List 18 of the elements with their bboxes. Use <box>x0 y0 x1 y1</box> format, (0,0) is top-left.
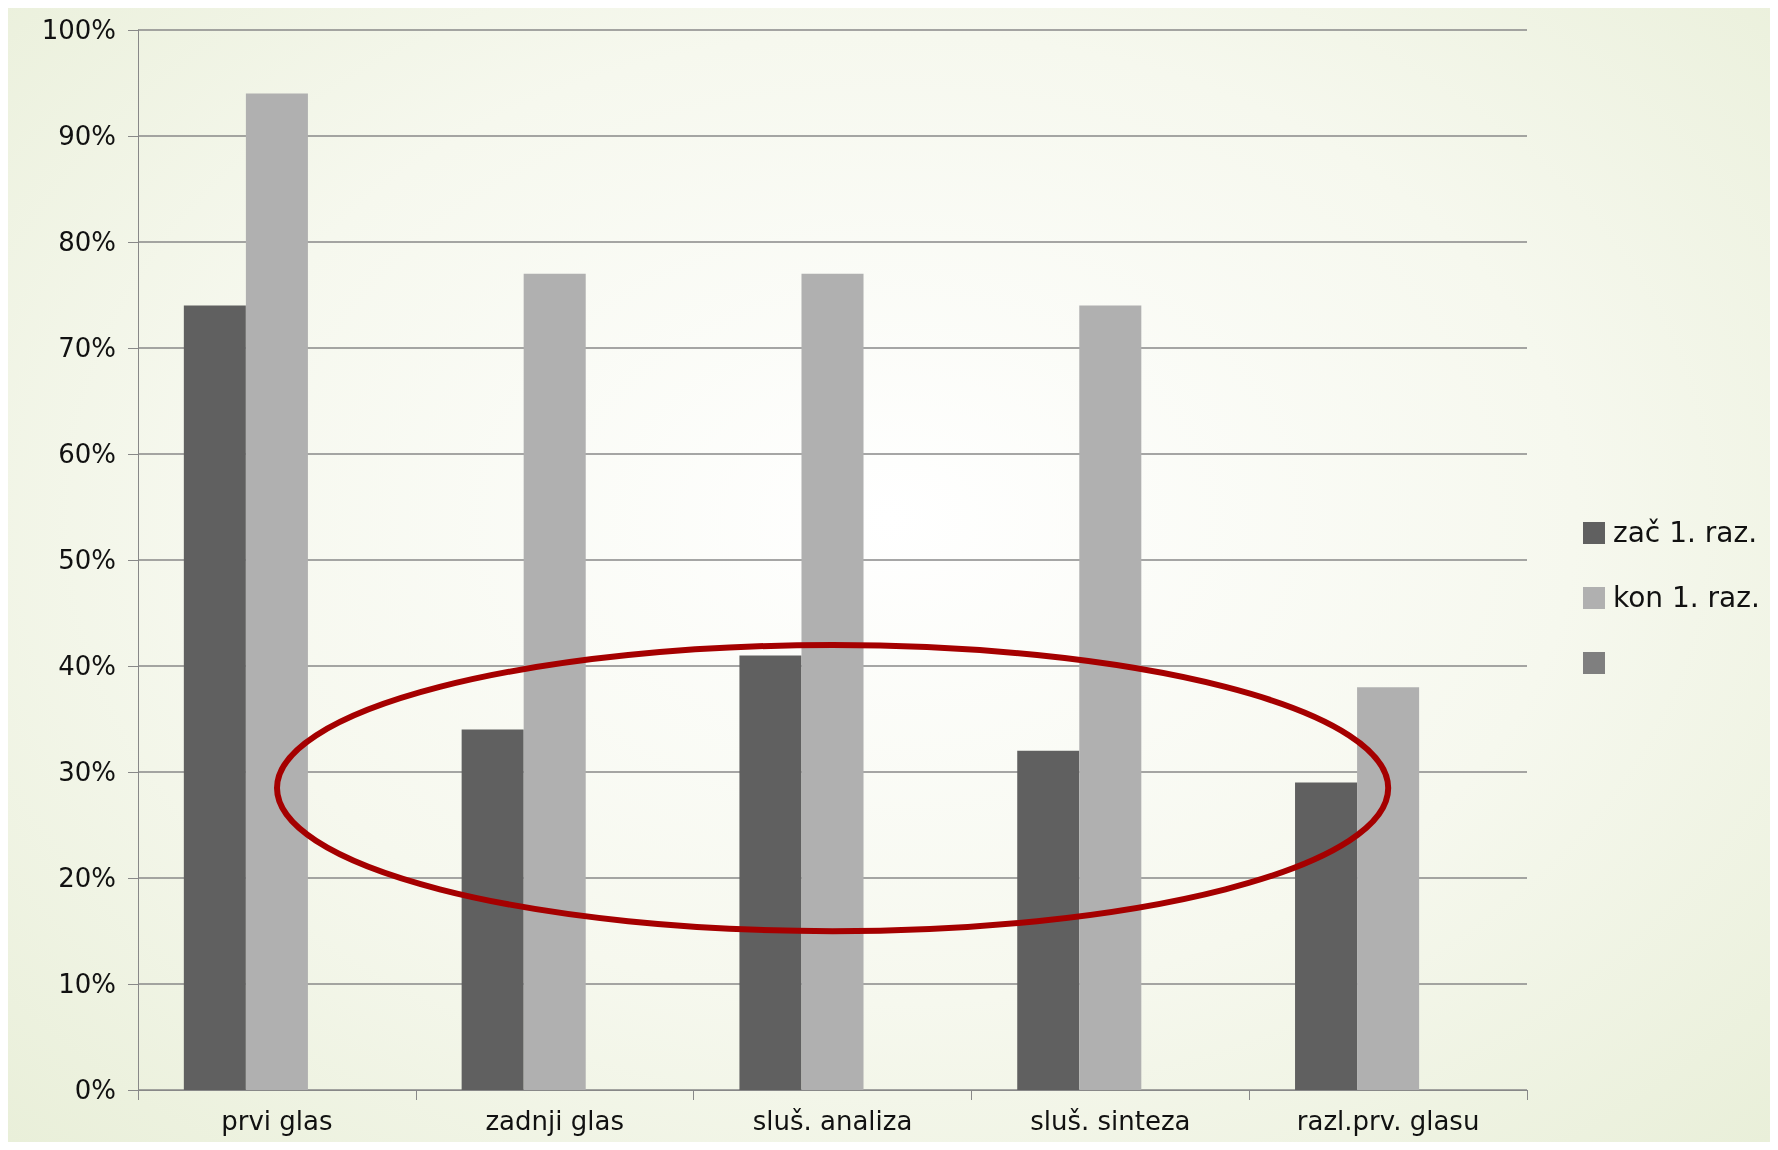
y-tick-label: 50% <box>58 545 116 575</box>
y-tick-label: 90% <box>58 121 116 151</box>
x-tick-label: sluš. analiza <box>752 1106 913 1136</box>
y-tick-label: 30% <box>58 757 116 787</box>
x-tick-label: prvi glas <box>221 1106 333 1136</box>
y-tick-label: 100% <box>41 15 116 45</box>
y-tick-label: 70% <box>58 333 116 363</box>
y-tick-label: 0% <box>74 1075 116 1105</box>
y-tick-label: 20% <box>58 863 116 893</box>
y-tick-label: 40% <box>58 651 116 681</box>
y-tick-label: 80% <box>58 227 116 257</box>
x-tick-label: zadnji glas <box>485 1106 624 1136</box>
legend-label: kon 1. raz. <box>1613 581 1760 614</box>
y-tick-label: 10% <box>58 969 116 999</box>
x-tick-label: razl.prv. glasu <box>1296 1106 1480 1136</box>
x-tick-label: sluš. sinteza <box>1030 1106 1191 1136</box>
y-tick-label: 60% <box>58 439 116 469</box>
legend-label: zač 1. raz. <box>1613 516 1758 549</box>
